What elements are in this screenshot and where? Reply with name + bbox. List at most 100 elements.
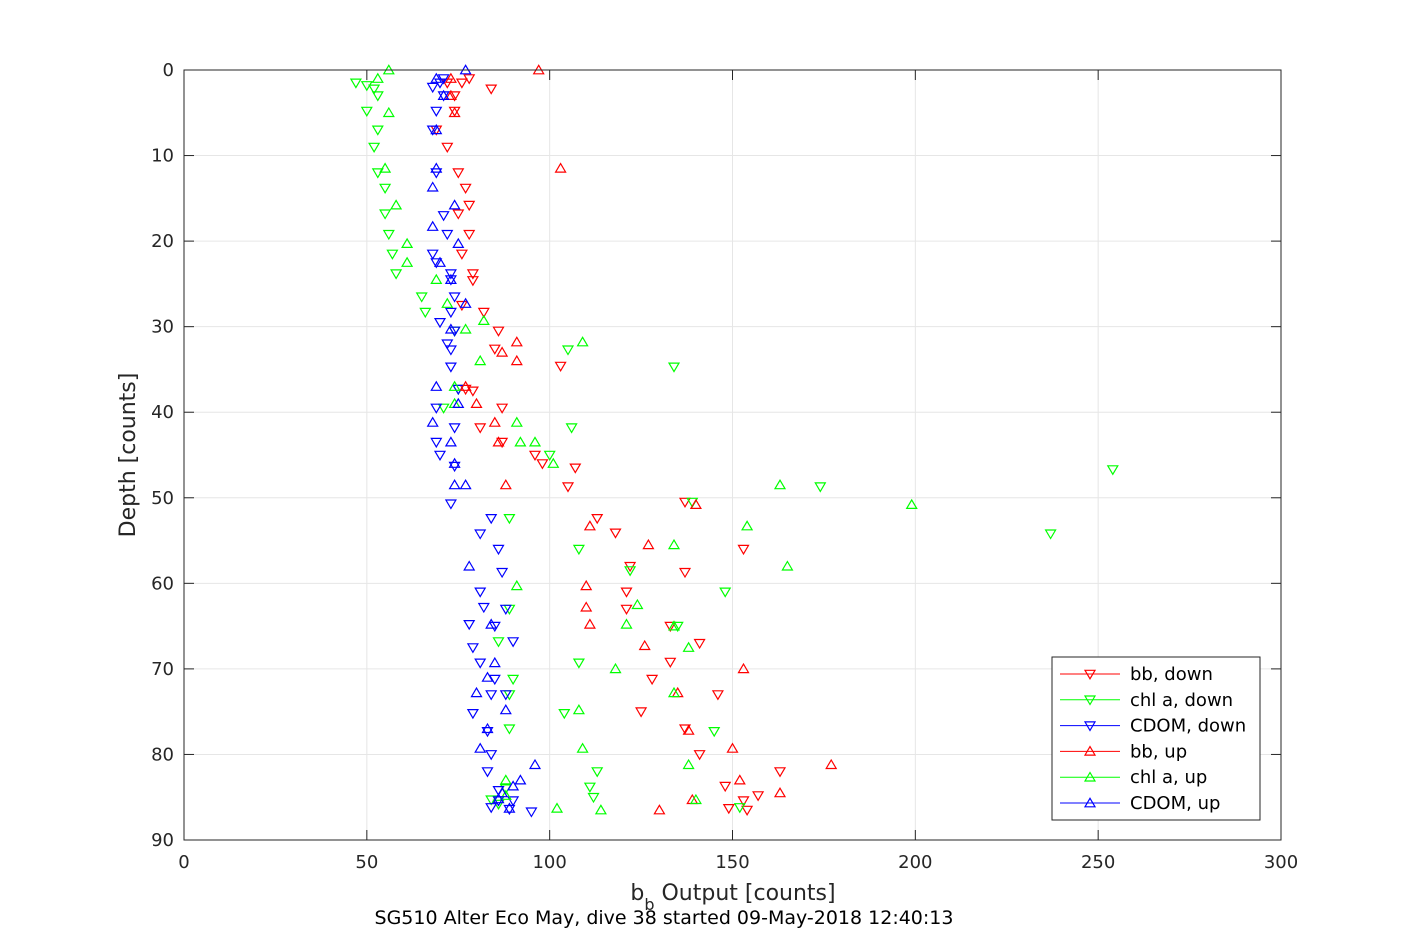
data-point bbox=[583, 618, 596, 629]
data-point bbox=[561, 345, 575, 356]
data-point bbox=[441, 339, 454, 350]
x-tick-label: 50 bbox=[355, 852, 378, 873]
data-point bbox=[452, 397, 465, 408]
data-point bbox=[719, 781, 732, 793]
data-point bbox=[437, 403, 450, 414]
data-point bbox=[452, 237, 465, 248]
data-point bbox=[455, 249, 468, 260]
legend-entry-label: CDOM, up bbox=[1130, 793, 1220, 814]
y-tick-label: 60 bbox=[151, 573, 174, 594]
legend-entry-label: CDOM, down bbox=[1130, 716, 1246, 737]
data-point bbox=[466, 386, 479, 397]
x-axis-label-main: b bbox=[630, 881, 644, 906]
data-point bbox=[510, 579, 523, 591]
x-tick-label: 100 bbox=[532, 852, 566, 873]
data-point bbox=[572, 544, 585, 556]
data-point bbox=[444, 362, 457, 373]
data-point bbox=[430, 403, 443, 414]
data-point bbox=[580, 579, 593, 591]
data-point bbox=[496, 787, 509, 798]
data-point bbox=[547, 457, 560, 468]
data-point bbox=[572, 704, 585, 715]
data-point bbox=[591, 513, 604, 525]
x-tick-label: 150 bbox=[715, 852, 749, 873]
data-point bbox=[379, 209, 392, 220]
data-point bbox=[485, 803, 498, 814]
data-point bbox=[474, 587, 487, 598]
data-point bbox=[507, 796, 520, 807]
data-point bbox=[448, 380, 461, 391]
data-point bbox=[609, 528, 622, 539]
data-point bbox=[664, 657, 677, 668]
data-point bbox=[426, 181, 439, 192]
data-point bbox=[561, 482, 575, 493]
data-point bbox=[620, 604, 633, 615]
data-point bbox=[379, 183, 392, 194]
data-point bbox=[430, 168, 443, 179]
data-point bbox=[390, 269, 403, 280]
data-point bbox=[349, 78, 362, 89]
data-point bbox=[682, 641, 695, 652]
y-tick-label: 70 bbox=[151, 659, 174, 680]
data-point bbox=[433, 318, 447, 329]
data-point bbox=[711, 690, 724, 701]
data-point bbox=[437, 211, 450, 222]
series-0 bbox=[430, 74, 787, 816]
data-point bbox=[485, 513, 498, 525]
data-point bbox=[503, 804, 516, 816]
data-point bbox=[620, 618, 633, 629]
data-point bbox=[496, 403, 509, 414]
data-point bbox=[488, 621, 501, 633]
data-point bbox=[631, 598, 644, 610]
data-point bbox=[430, 273, 443, 284]
data-point bbox=[477, 314, 490, 325]
y-tick-label: 20 bbox=[151, 231, 174, 252]
data-point bbox=[390, 199, 403, 210]
x-tick-label: 300 bbox=[1264, 852, 1298, 873]
data-point bbox=[474, 658, 487, 669]
data-point bbox=[510, 336, 523, 347]
data-point bbox=[444, 499, 457, 510]
data-point bbox=[455, 78, 468, 89]
legend-marker bbox=[1083, 669, 1097, 680]
data-point bbox=[496, 346, 509, 357]
data-point bbox=[653, 804, 666, 815]
data-point bbox=[448, 423, 461, 434]
data-point bbox=[576, 742, 589, 753]
data-point bbox=[485, 690, 498, 701]
data-point bbox=[382, 229, 395, 241]
data-point bbox=[565, 423, 578, 434]
data-point bbox=[693, 750, 706, 761]
data-point bbox=[580, 601, 593, 612]
data-point bbox=[499, 479, 512, 490]
data-point bbox=[430, 106, 443, 117]
data-point bbox=[667, 538, 681, 550]
data-point bbox=[503, 724, 516, 735]
data-point bbox=[444, 307, 457, 319]
data-point bbox=[773, 479, 787, 490]
legend-marker bbox=[1083, 695, 1097, 706]
data-point bbox=[448, 91, 461, 102]
legend-entry-label: bb, down bbox=[1130, 664, 1213, 685]
data-point bbox=[448, 479, 461, 490]
series-4 bbox=[371, 64, 918, 815]
data-point bbox=[496, 567, 509, 579]
data-point bbox=[481, 767, 494, 778]
data-point bbox=[554, 162, 567, 173]
data-point bbox=[448, 326, 461, 337]
data-point bbox=[543, 450, 556, 461]
data-point bbox=[477, 307, 490, 319]
data-point bbox=[371, 91, 384, 102]
data-point bbox=[528, 450, 542, 461]
data-point bbox=[474, 529, 487, 540]
data-point bbox=[693, 638, 706, 650]
data-point bbox=[466, 708, 479, 720]
axes bbox=[183, 69, 1282, 841]
data-point bbox=[426, 416, 439, 427]
data-point bbox=[737, 796, 750, 807]
data-point bbox=[368, 142, 381, 153]
data-point bbox=[741, 520, 754, 531]
data-point bbox=[448, 461, 461, 473]
data-point bbox=[466, 643, 479, 654]
